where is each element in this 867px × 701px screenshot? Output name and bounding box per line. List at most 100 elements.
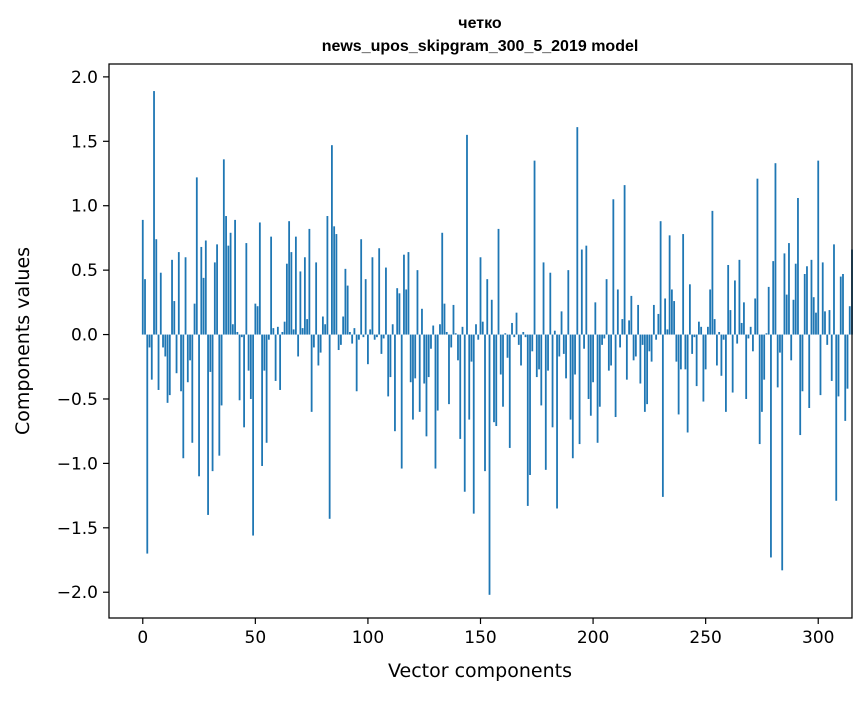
bar: [342, 316, 345, 335]
bar: [668, 235, 671, 335]
bar: [378, 248, 381, 335]
bar: [211, 334, 214, 472]
bar: [358, 334, 360, 340]
bar: [695, 334, 698, 387]
bar: [538, 334, 540, 370]
bar: [619, 334, 621, 348]
bar: [184, 257, 187, 335]
bar: [734, 280, 736, 335]
bar: [610, 334, 612, 366]
bar: [828, 310, 831, 335]
bar: [403, 254, 405, 335]
bar: [833, 244, 835, 335]
bar: [767, 286, 770, 335]
bar: [222, 159, 225, 335]
bar: [360, 239, 363, 335]
bar: [346, 285, 349, 335]
bar: [592, 334, 594, 383]
bar: [427, 334, 430, 378]
bar: [254, 303, 257, 335]
bar: [157, 334, 160, 390]
bar: [598, 334, 601, 407]
bar: [819, 334, 822, 396]
bar: [344, 268, 347, 335]
bar: [351, 334, 354, 344]
bar: [698, 321, 700, 335]
bar: [632, 334, 635, 361]
bar: [240, 334, 243, 338]
bar: [533, 160, 536, 335]
bar: [502, 334, 504, 407]
bar: [743, 302, 745, 335]
bar: [425, 334, 428, 437]
bar: [844, 334, 847, 421]
bar: [677, 334, 680, 415]
bar: [504, 333, 507, 335]
bar: [686, 334, 689, 433]
bar: [497, 228, 500, 335]
bar: [436, 334, 439, 411]
x-tick-label: 100: [352, 628, 384, 648]
bar: [682, 234, 685, 335]
y-tick-label: −2.0: [57, 583, 98, 603]
bar: [430, 334, 432, 349]
bar: [639, 334, 642, 384]
x-tick-label: 0: [137, 628, 148, 648]
bar: [711, 210, 714, 335]
chart-title-model: news_upos_skipgram_300_5_2019 model: [322, 38, 639, 55]
y-axis: 2.0 1.5 1.0 0.5 0.0 −0.5 −1.0 −1.5 −2.0: [57, 68, 109, 603]
bar: [704, 334, 707, 370]
bar: [625, 334, 628, 380]
bar: [479, 257, 482, 335]
bar: [679, 334, 682, 370]
bar: [794, 263, 797, 335]
bar: [657, 313, 660, 335]
bar: [508, 334, 511, 448]
bar: [659, 221, 662, 335]
bar: [220, 334, 223, 406]
bar: [308, 228, 311, 335]
bar: [263, 334, 266, 371]
bar: [621, 319, 624, 335]
bar: [693, 334, 696, 338]
bar: [272, 328, 275, 335]
bar: [526, 334, 529, 506]
bar: [200, 246, 203, 335]
bar: [373, 334, 376, 340]
bar: [821, 262, 824, 335]
bar: [522, 331, 525, 335]
bar: [637, 304, 640, 335]
bar: [745, 334, 748, 399]
bar: [716, 334, 718, 366]
bar: [443, 303, 446, 335]
bar: [367, 334, 369, 365]
bar: [605, 279, 608, 335]
bar: [749, 326, 752, 335]
bar: [274, 334, 277, 381]
bar: [648, 334, 651, 352]
bar: [236, 331, 239, 335]
bar: [652, 304, 655, 335]
x-tick-label: 300: [802, 628, 834, 648]
bar: [463, 334, 466, 492]
bar: [540, 334, 543, 406]
bar: [310, 334, 313, 412]
bar: [634, 334, 637, 357]
bar: [754, 298, 757, 335]
bar: [391, 324, 394, 335]
bar: [580, 249, 583, 335]
bar: [799, 334, 802, 436]
bar: [722, 334, 725, 340]
bar: [524, 334, 527, 338]
bar: [688, 284, 691, 335]
bar: [709, 289, 712, 335]
bar: [407, 252, 410, 335]
bar: [387, 334, 390, 397]
bar: [846, 334, 849, 389]
bar: [470, 334, 473, 362]
bar: [747, 334, 750, 339]
bar: [441, 232, 444, 335]
bar: [612, 199, 615, 335]
bar: [292, 329, 295, 335]
